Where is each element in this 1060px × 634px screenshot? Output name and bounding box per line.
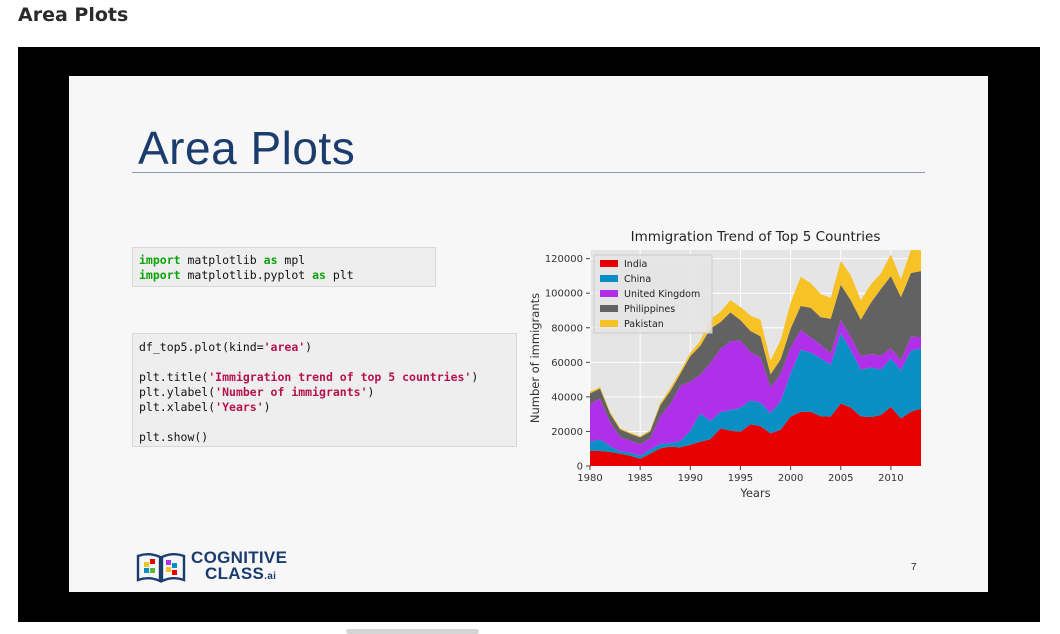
legend-swatch [600, 305, 618, 312]
chart-title: Immigration Trend of Top 5 Countries [631, 229, 881, 245]
legend-swatch [600, 275, 618, 282]
legend-swatch [600, 290, 618, 297]
x-tick-label: 1990 [678, 473, 703, 484]
logo-text: COGNITIVE CLASS.ai [191, 548, 288, 583]
area-series-united-kingdom [590, 319, 921, 456]
legend-label: Pakistan [624, 319, 664, 330]
code-line: plt.show() [139, 430, 209, 444]
legend-swatch [600, 260, 618, 267]
code-line: df_top5.plot(kind='area') [139, 340, 313, 354]
x-tick-label: 2005 [828, 473, 853, 484]
area-series-china [590, 332, 921, 459]
code-line: plt.title('Immigration trend of top 5 co… [139, 370, 479, 384]
code-line: plt.ylabel('Number of immigrants') [139, 385, 375, 399]
title-divider [132, 172, 925, 173]
y-tick-label: 0 [577, 462, 583, 473]
y-tick-label: 100000 [545, 289, 583, 300]
x-tick-label: 2010 [878, 473, 903, 484]
legend-label: India [624, 259, 647, 270]
slide: Area Plots import matplotlib as mpl impo… [69, 76, 988, 592]
page-heading: Area Plots [18, 4, 129, 26]
y-tick-label: 120000 [545, 254, 583, 265]
legend-label: China [624, 274, 651, 285]
y-tick-label: 80000 [551, 323, 583, 334]
x-tick-label: 1995 [728, 473, 753, 484]
code-line: import matplotlib as mpl [139, 253, 306, 267]
area-chart: 0 20000 40000 60000 80000 100000 120000 1980 198… [509, 226, 949, 516]
legend-label: United Kingdom [624, 289, 700, 300]
x-tick-label: 1980 [577, 473, 602, 484]
x-axis-label: Years [739, 486, 770, 500]
horizontal-scrollbar[interactable] [346, 629, 479, 634]
y-tick-label: 40000 [551, 392, 583, 403]
area-series-philippines [590, 271, 921, 445]
legend-label: Philippines [624, 304, 675, 315]
area-series-india [590, 403, 921, 466]
legend-swatch [600, 320, 618, 327]
y-tick-label: 20000 [551, 427, 583, 438]
y-tick-label: 60000 [551, 358, 583, 369]
code-block-imports: import matplotlib as mpl import matplotl… [132, 247, 436, 287]
cognitive-class-logo: COGNITIVE CLASS.ai [135, 548, 288, 586]
slide-title: Area Plots [138, 122, 356, 174]
code-line: import matplotlib.pyplot as plt [139, 268, 354, 282]
code-line: plt.xlabel('Years') [139, 400, 271, 414]
book-logo-icon [136, 553, 186, 583]
area-chart-svg: 0 20000 40000 60000 80000 100000 120000 1980 198… [528, 229, 921, 500]
x-tick-label: 1985 [627, 473, 652, 484]
x-tick-label: 2000 [778, 473, 803, 484]
slide-page-number: 7 [911, 562, 917, 573]
y-axis-label: Number of immigrants [528, 293, 542, 423]
area-series-pakistan [590, 249, 921, 438]
code-block-plot: df_top5.plot(kind='area') plt.title('Imm… [132, 333, 517, 447]
